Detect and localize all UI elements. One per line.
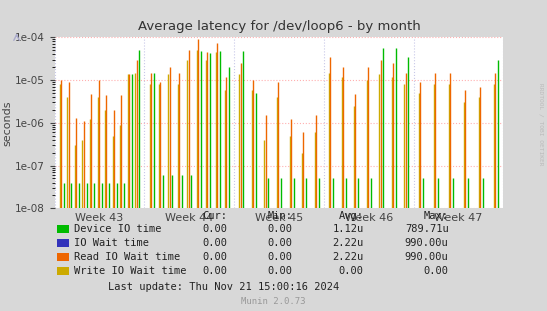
Text: Avg:: Avg: bbox=[339, 211, 364, 221]
Text: 0.00: 0.00 bbox=[202, 252, 227, 262]
Text: 0.00: 0.00 bbox=[202, 266, 227, 276]
Text: 0.00: 0.00 bbox=[202, 238, 227, 248]
Title: Average latency for /dev/loop6 - by month: Average latency for /dev/loop6 - by mont… bbox=[138, 21, 420, 33]
Text: Munin 2.0.73: Munin 2.0.73 bbox=[241, 297, 306, 306]
Text: Min:: Min: bbox=[267, 211, 293, 221]
Text: Device IO time: Device IO time bbox=[74, 224, 161, 234]
Text: 0.00: 0.00 bbox=[423, 266, 449, 276]
Text: Read IO Wait time: Read IO Wait time bbox=[74, 252, 180, 262]
Text: Last update: Thu Nov 21 15:00:16 2024: Last update: Thu Nov 21 15:00:16 2024 bbox=[108, 282, 339, 292]
Text: IO Wait time: IO Wait time bbox=[74, 238, 149, 248]
Text: 0.00: 0.00 bbox=[267, 224, 293, 234]
Text: 0.00: 0.00 bbox=[202, 224, 227, 234]
Text: 789.71u: 789.71u bbox=[405, 224, 449, 234]
Text: Cur:: Cur: bbox=[202, 211, 227, 221]
Text: 0.00: 0.00 bbox=[267, 266, 293, 276]
Text: 990.00u: 990.00u bbox=[405, 252, 449, 262]
Text: Write IO Wait time: Write IO Wait time bbox=[74, 266, 187, 276]
Text: 1.12u: 1.12u bbox=[333, 224, 364, 234]
Text: 2.22u: 2.22u bbox=[333, 252, 364, 262]
Text: Max:: Max: bbox=[423, 211, 449, 221]
Y-axis label: seconds: seconds bbox=[2, 100, 13, 146]
Text: RRDTOOL / TOBI OETIKER: RRDTOOL / TOBI OETIKER bbox=[538, 83, 543, 166]
Text: 990.00u: 990.00u bbox=[405, 238, 449, 248]
Text: 0.00: 0.00 bbox=[267, 252, 293, 262]
Text: 0.00: 0.00 bbox=[339, 266, 364, 276]
Text: 0.00: 0.00 bbox=[267, 238, 293, 248]
Text: 2.22u: 2.22u bbox=[333, 238, 364, 248]
